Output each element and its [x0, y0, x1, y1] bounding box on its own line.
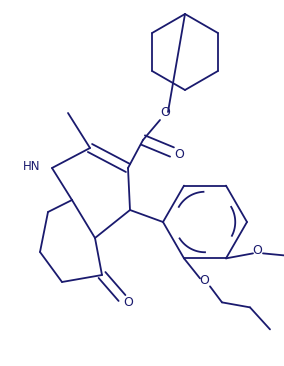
Text: O: O — [123, 296, 133, 310]
Text: O: O — [252, 244, 262, 257]
Text: O: O — [174, 147, 184, 161]
Text: HN: HN — [22, 160, 40, 172]
Text: O: O — [160, 107, 170, 120]
Text: O: O — [199, 274, 209, 287]
